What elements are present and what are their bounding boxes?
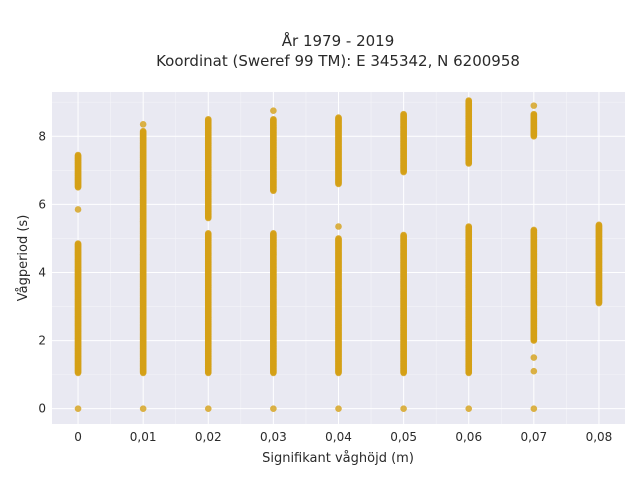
x-tick-label: 0,08 <box>586 430 613 444</box>
y-tick-label: 2 <box>38 334 46 348</box>
data-point <box>335 405 342 412</box>
y-tick-labels: 0 2 4 6 8 <box>38 129 46 415</box>
data-point <box>400 110 407 118</box>
data-point <box>270 405 277 412</box>
data-point-outlier <box>139 121 147 128</box>
x-axis-label: Signifikant våghöjd (m) <box>262 451 414 466</box>
x-tick-label: 0,03 <box>260 430 287 444</box>
data-point-outlier <box>530 354 538 361</box>
data-point <box>335 114 342 121</box>
y-tick-label: 0 <box>38 402 46 416</box>
x-tick-label: 0,07 <box>520 430 547 444</box>
data-point <box>204 115 212 123</box>
y-axis-label: Vågperiod (s) <box>16 215 31 302</box>
x-tick-label: 0,01 <box>130 430 157 444</box>
chart-title-line2: Koordinat (Sweref 99 TM): E 345342, N 62… <box>156 52 520 70</box>
data-point <box>465 97 473 104</box>
data-point <box>530 226 538 234</box>
data-point <box>530 110 538 118</box>
x-tick-label: 0,02 <box>195 430 222 444</box>
data-points <box>74 97 603 412</box>
data-point-outlier <box>530 367 538 375</box>
data-point <box>139 405 147 412</box>
data-point <box>595 221 603 229</box>
data-point <box>270 230 277 237</box>
data-point <box>74 151 82 159</box>
y-tick-label: 6 <box>38 197 46 211</box>
y-tick-label: 4 <box>38 265 46 279</box>
data-point <box>139 127 147 135</box>
chart-title-line1: År 1979 - 2019 <box>282 31 395 50</box>
x-tick-label: 0 <box>74 430 82 444</box>
x-tick-label: 0,04 <box>325 430 352 444</box>
data-point <box>74 240 82 247</box>
data-point <box>74 405 82 412</box>
data-point <box>400 405 407 412</box>
data-point-outlier <box>74 206 82 213</box>
data-point <box>530 405 538 412</box>
data-point <box>465 405 473 412</box>
data-point-outlier <box>530 102 538 109</box>
data-point <box>204 230 212 237</box>
x-tick-label: 0,06 <box>455 430 482 444</box>
y-tick-label: 8 <box>38 129 46 143</box>
data-point <box>400 231 407 239</box>
data-point-outlier <box>335 223 342 230</box>
x-tick-label: 0,05 <box>390 430 417 444</box>
data-point <box>270 115 277 123</box>
data-point <box>204 405 212 412</box>
data-point-outlier <box>270 107 277 115</box>
data-point <box>465 223 473 230</box>
x-tick-labels: 0 0,01 0,02 0,03 0,04 0,05 0,06 0,07 0,08 <box>74 430 612 444</box>
data-point <box>335 235 342 242</box>
